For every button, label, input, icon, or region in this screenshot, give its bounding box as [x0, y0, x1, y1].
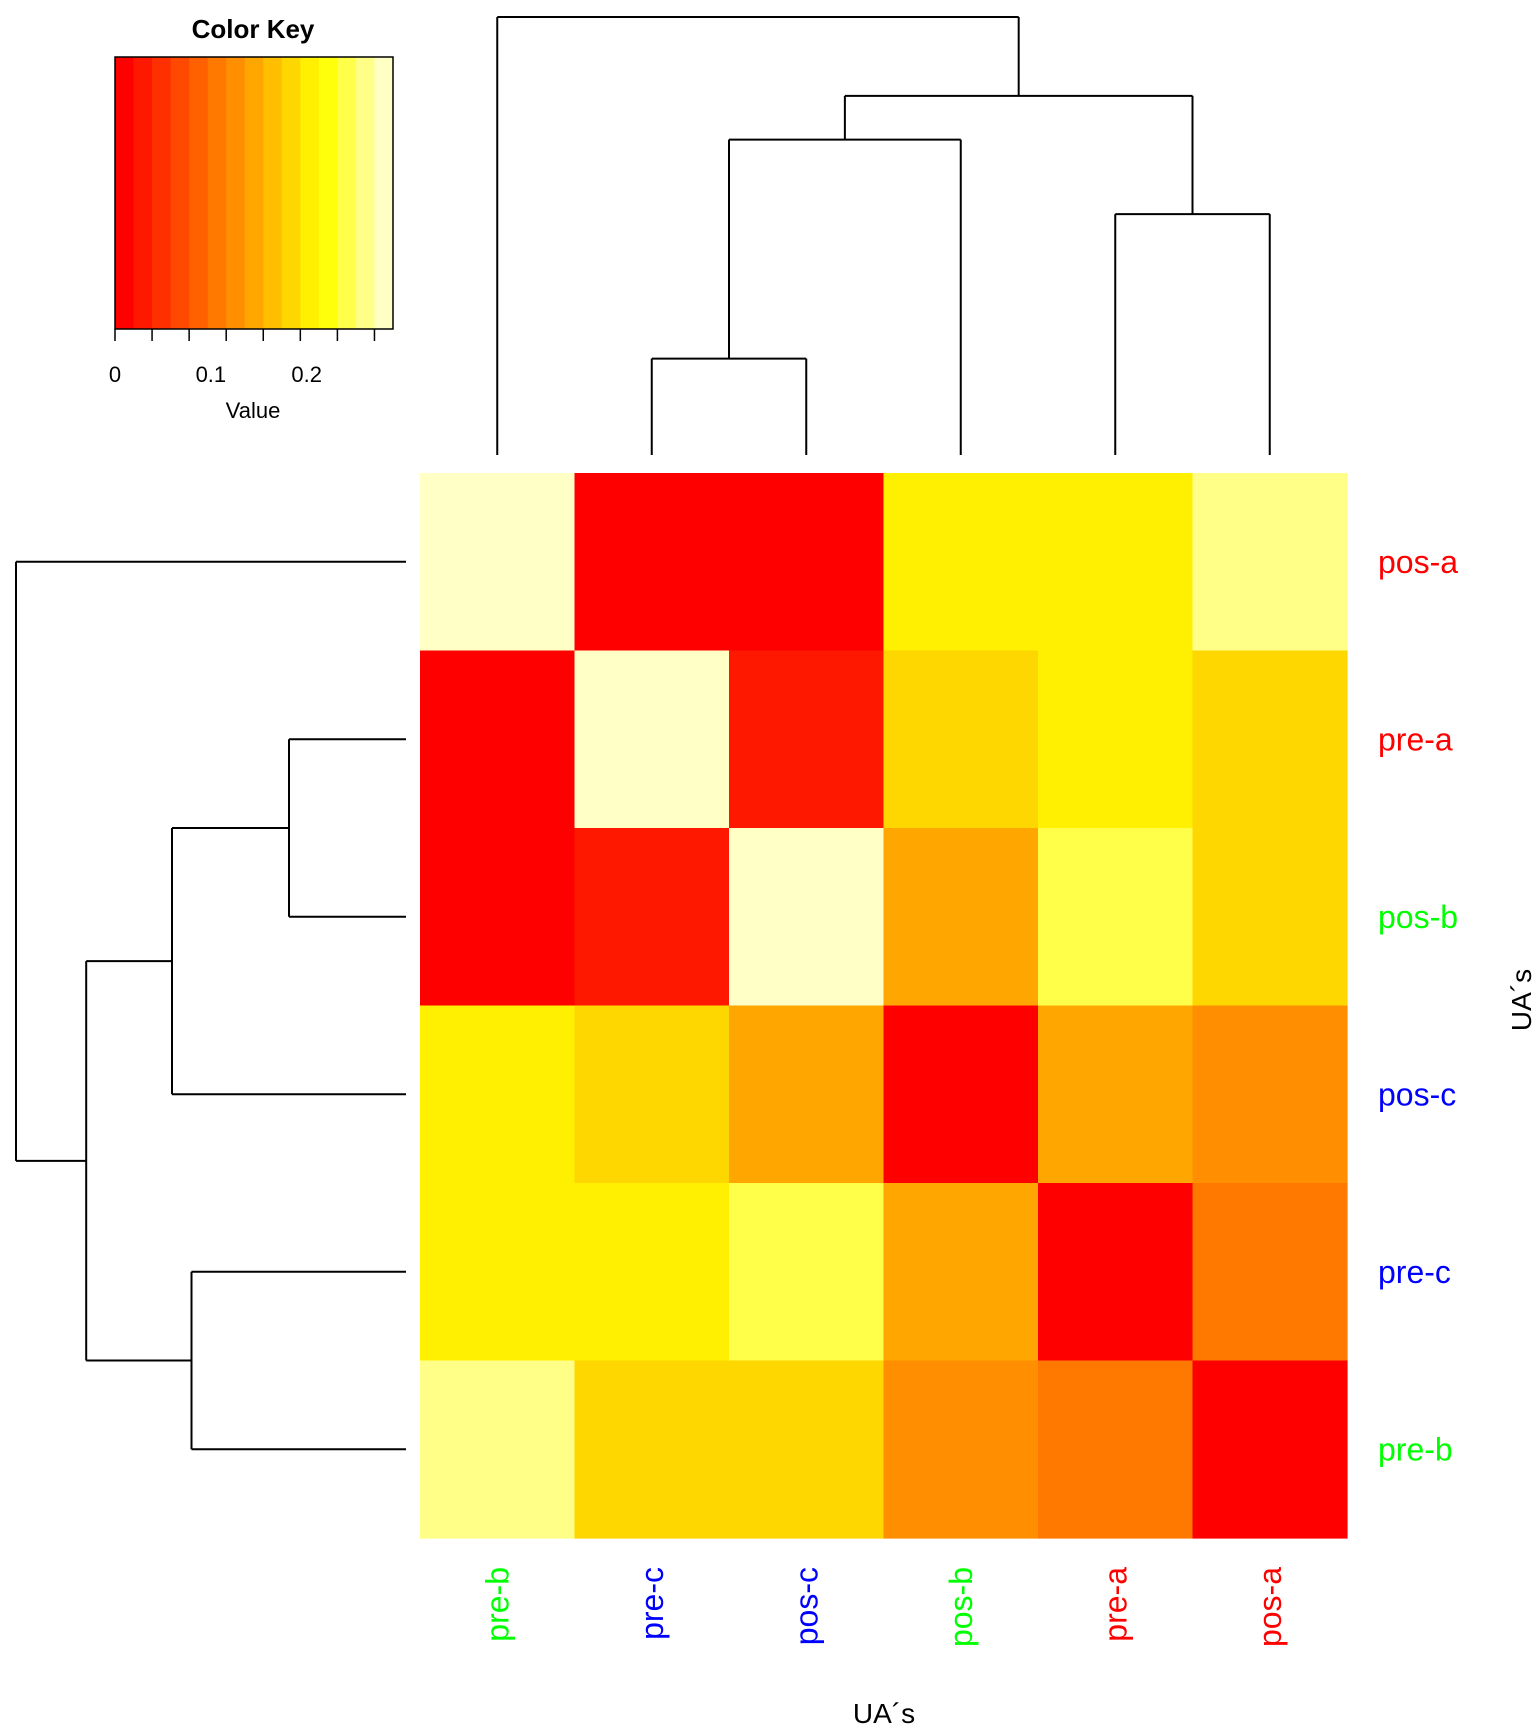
color-key-swatch — [281, 57, 301, 329]
heatmap-cell — [420, 1005, 576, 1184]
heatmap-cell — [883, 473, 1039, 652]
heatmap-cell — [1038, 1183, 1194, 1362]
x-axis-label: UA´s — [853, 1698, 915, 1728]
row-label: pos-a — [1378, 544, 1458, 580]
color-key-swatch — [355, 57, 375, 329]
color-key-title: Color Key — [192, 14, 315, 44]
heatmap-cell — [729, 1360, 885, 1539]
heatmap-cell — [883, 1360, 1039, 1539]
column-label: pre-b — [479, 1567, 515, 1642]
row-label: pos-c — [1378, 1076, 1456, 1112]
column-label: pos-c — [788, 1567, 824, 1645]
heatmap-cell — [1038, 1005, 1194, 1184]
column-label: pos-a — [1252, 1567, 1288, 1647]
color-key-swatch — [300, 57, 320, 329]
heatmap-cell — [729, 828, 885, 1007]
color-key-xlabel: Value — [226, 398, 281, 423]
heatmap-cell — [574, 828, 730, 1007]
heatmap-cell — [1038, 1360, 1194, 1539]
heatmap-cell — [883, 650, 1039, 829]
row-label: pre-b — [1378, 1431, 1453, 1467]
column-label: pre-a — [1097, 1567, 1133, 1642]
heatmap-cell — [420, 650, 576, 829]
color-key-frame — [114, 56, 394, 330]
color-key-swatch — [337, 57, 357, 329]
heatmap-cell — [574, 1360, 730, 1539]
color-key-swatch — [318, 57, 338, 329]
heatmap-cell — [420, 828, 576, 1007]
column-dendrogram — [496, 16, 1271, 455]
color-key-swatch — [226, 57, 246, 329]
heatmap-cell — [574, 1005, 730, 1184]
color-key-swatch — [115, 57, 135, 329]
color-key-swatch — [374, 57, 394, 329]
heatmap-cell — [574, 473, 730, 652]
row-label: pre-c — [1378, 1254, 1451, 1290]
heatmap-cell — [1038, 473, 1194, 652]
heatmap-cell — [1038, 650, 1194, 829]
heatmap-cell — [883, 1005, 1039, 1184]
color-key-swatch — [170, 57, 190, 329]
heatmap-cell — [883, 1183, 1039, 1362]
heatmap-cell — [729, 1005, 885, 1184]
heatmap-cells — [420, 473, 1348, 1539]
column-label: pos-b — [943, 1567, 979, 1647]
heatmap-cell — [729, 650, 885, 829]
color-key-tick-label: 0.2 — [291, 362, 322, 387]
y-axis-label: UA´s — [1506, 969, 1536, 1031]
row-dendrogram — [15, 560, 406, 1451]
row-labels: pos-a pre-a pos-b pos-c pre-c pre-b — [1378, 544, 1458, 1468]
heatmap-cell — [883, 828, 1039, 1007]
row-label: pre-a — [1378, 721, 1453, 757]
heatmap-cell — [729, 473, 885, 652]
heatmap-cell — [420, 1183, 576, 1362]
color-key-swatch — [152, 57, 172, 329]
heatmap-cell — [1192, 828, 1348, 1007]
column-labels: pre-b pre-c pos-c pos-b pre-a pos-a — [479, 1567, 1288, 1647]
column-label: pre-c — [634, 1567, 670, 1640]
heatmap-cell — [1192, 650, 1348, 829]
heatmap-cell — [574, 1183, 730, 1362]
color-key-swatch — [263, 57, 283, 329]
color-key-tick-label: 0 — [109, 362, 121, 387]
color-key-swatch — [133, 57, 153, 329]
color-key-swatch — [207, 57, 227, 329]
heatmap-cell — [1192, 1360, 1348, 1539]
color-key-swatch — [189, 57, 209, 329]
color-key: 0 0.1 0.2 — [109, 56, 394, 387]
heatmap-cell — [1038, 828, 1194, 1007]
heatmap-cell — [729, 1183, 885, 1362]
row-label: pos-b — [1378, 899, 1458, 935]
heatmap-cell — [1192, 1005, 1348, 1184]
heatmap-cell — [420, 1360, 576, 1539]
heatmap-cell — [1192, 1183, 1348, 1362]
heatmap-cell — [574, 650, 730, 829]
color-key-swatch — [244, 57, 264, 329]
color-key-tick-label: 0.1 — [196, 362, 227, 387]
heatmap-cell — [1192, 473, 1348, 652]
heatmap-cell — [420, 473, 576, 652]
